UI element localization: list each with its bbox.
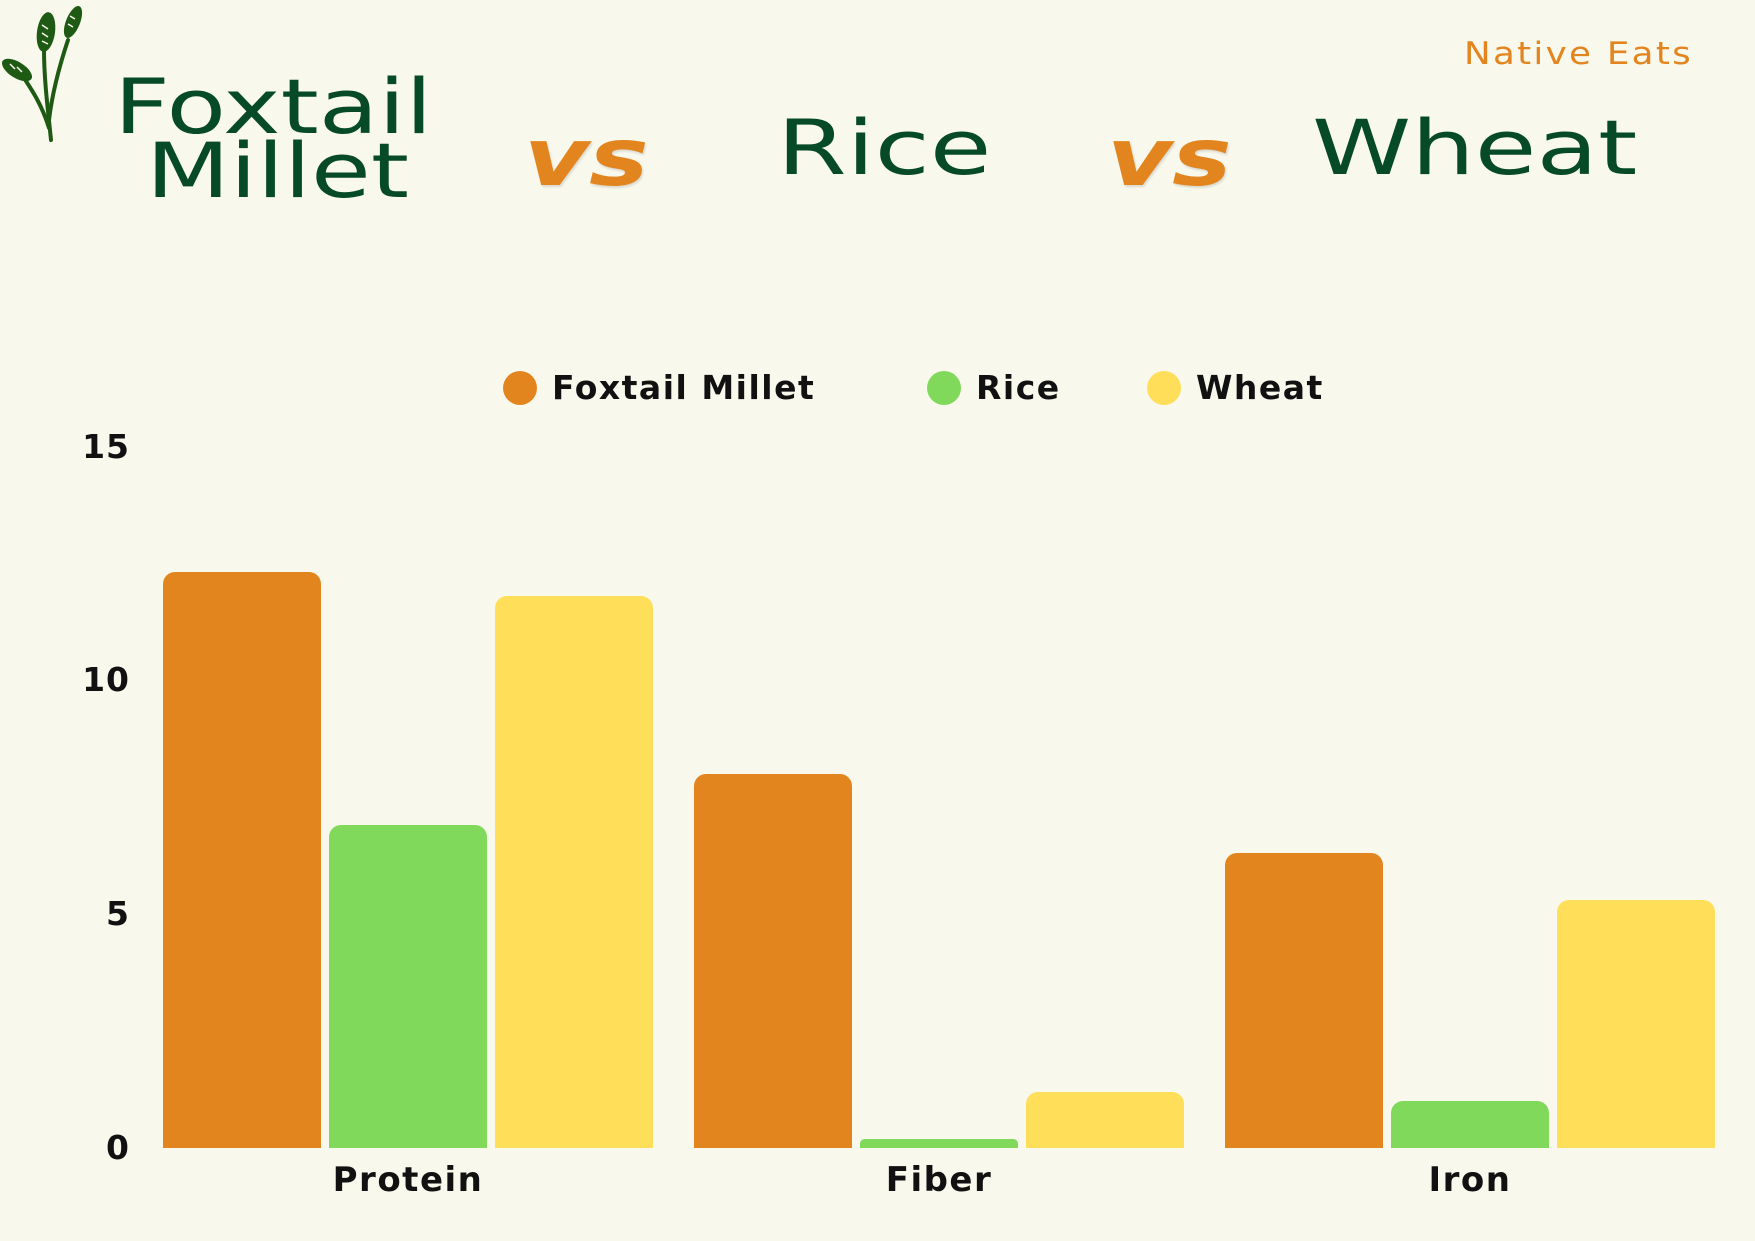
y-tick-0: 0: [106, 1128, 130, 1167]
vs-separator-1: vs: [524, 111, 649, 204]
y-tick-10: 10: [82, 660, 130, 699]
y-tick-5: 5: [106, 894, 130, 933]
wheat-stalk-icon: [0, 0, 90, 145]
bar-fiber-foxtail-millet: [694, 773, 852, 1148]
bar-protein-foxtail-millet: [163, 572, 321, 1148]
bar-protein-rice: [329, 825, 487, 1148]
category-label-iron: Iron: [1428, 1160, 1512, 1200]
legend-label: Rice: [976, 368, 1061, 407]
category-label-protein: Protein: [332, 1160, 484, 1200]
legend-item-foxtail-millet: Foxtail Millet: [503, 368, 815, 407]
legend-label: Wheat: [1196, 368, 1324, 407]
legend-dot-wheat: [1147, 370, 1181, 405]
legend-dot-foxtail-millet: [503, 370, 537, 405]
category-label-fiber: Fiber: [885, 1160, 993, 1200]
y-tick-15: 15: [82, 427, 130, 466]
bar-fiber-wheat: [1026, 1091, 1184, 1148]
bar-iron-rice: [1391, 1101, 1549, 1148]
title-millet: Millet: [146, 126, 410, 215]
brand-name: Native Eats: [1464, 36, 1693, 72]
legend-item-wheat: Wheat: [1147, 368, 1324, 407]
vs-separator-2: vs: [1107, 111, 1232, 204]
bar-iron-wheat: [1557, 899, 1715, 1148]
bar-protein-wheat: [495, 595, 653, 1148]
legend-label: Foxtail Millet: [552, 368, 816, 407]
bar-iron-foxtail-millet: [1225, 853, 1383, 1148]
title-rice: Rice: [777, 103, 992, 192]
title-foxtail: Foxtail: [114, 62, 433, 151]
title-wheat: Wheat: [1312, 103, 1638, 192]
legend-item-rice: Rice: [927, 368, 1061, 407]
bar-fiber-rice: [860, 1138, 1018, 1148]
legend-dot-rice: [927, 370, 961, 405]
